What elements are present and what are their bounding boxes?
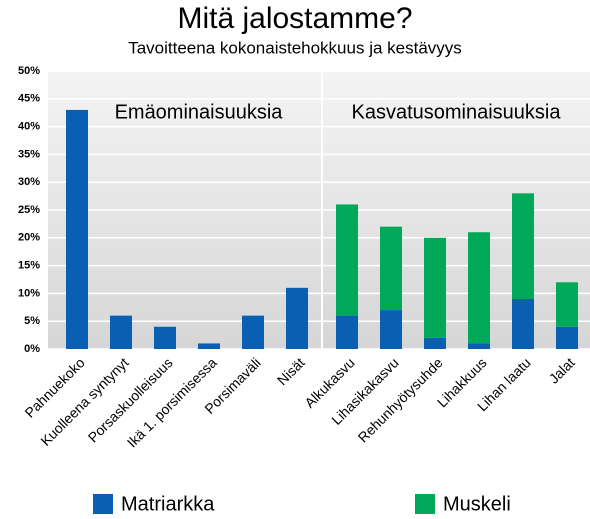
x-tick-label: Jalat xyxy=(546,354,578,386)
x-tick-label: Nisät xyxy=(274,354,308,388)
y-tick-label: 30% xyxy=(18,176,40,188)
bar-segment xyxy=(380,226,402,311)
bar-segment xyxy=(198,343,220,349)
y-tick-label: 45% xyxy=(18,93,40,105)
bar-segment xyxy=(336,204,358,316)
group-label: Emäominaisuuksia xyxy=(115,101,284,123)
y-tick-label: 20% xyxy=(18,232,40,244)
legend-swatch xyxy=(93,494,113,514)
y-tick-label: 5% xyxy=(24,315,40,327)
legend-label: Muskeli xyxy=(443,493,511,515)
y-tick-label: 25% xyxy=(18,204,40,216)
chart-subtitle: Tavoitteena kokonaistehokkuus ja kestävy… xyxy=(128,38,462,57)
bar-segment xyxy=(512,298,534,349)
bar-segment xyxy=(66,109,88,349)
bar-segment xyxy=(110,315,132,349)
bar-segment xyxy=(424,237,446,338)
bar-segment xyxy=(468,343,490,349)
y-tick-label: 15% xyxy=(18,260,40,272)
bar-segment xyxy=(336,315,358,349)
bar-segment xyxy=(424,337,446,349)
bar-segment xyxy=(556,326,578,349)
bar-segment xyxy=(286,287,308,349)
y-tick-label: 50% xyxy=(18,65,40,77)
x-tick-label: Rehunhyötysuhde xyxy=(355,354,446,445)
y-tick-label: 10% xyxy=(18,287,40,299)
bar-segment xyxy=(380,310,402,349)
bar-segment xyxy=(512,193,534,299)
y-tick-label: 40% xyxy=(18,121,40,133)
legend-swatch xyxy=(415,494,435,514)
group-label: Kasvatusominaisuuksia xyxy=(352,101,562,123)
chart-title: Mitä jalostamme? xyxy=(177,2,412,35)
legend-label: Matriarkka xyxy=(121,493,215,515)
bar-segment xyxy=(556,282,578,327)
y-tick-label: 35% xyxy=(18,148,40,160)
bar-segment xyxy=(154,326,176,349)
y-tick-label: 0% xyxy=(24,343,40,355)
bar-segment xyxy=(242,315,264,349)
bar-segment xyxy=(468,232,490,344)
